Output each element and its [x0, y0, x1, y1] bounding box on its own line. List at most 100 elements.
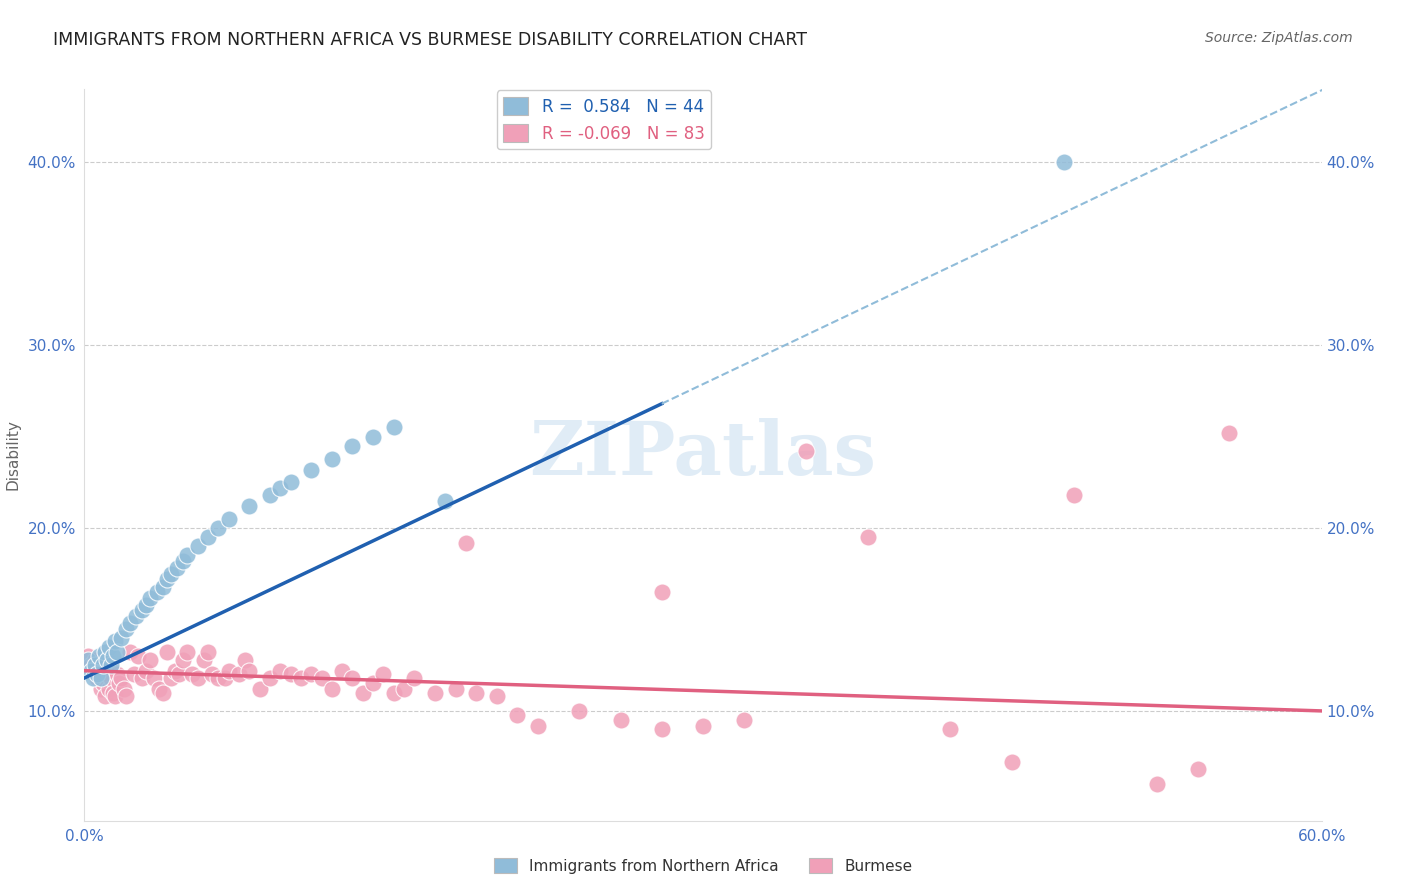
Point: [83, 653, 105, 667]
Point: [104, 690, 127, 704]
Point: [103, 686, 125, 700]
Point: [152, 686, 174, 700]
Point: [131, 671, 153, 685]
Point: [392, 681, 415, 696]
Point: [373, 667, 395, 681]
Point: [156, 645, 179, 659]
Legend: Immigrants from Northern Africa, Burmese: Immigrants from Northern Africa, Burmese: [488, 852, 918, 880]
Point: [94, 645, 117, 659]
Point: [125, 608, 148, 623]
Point: [86, 671, 108, 685]
Point: [238, 499, 260, 513]
Point: [423, 686, 446, 700]
Point: [127, 649, 149, 664]
Point: [361, 676, 384, 690]
Point: [87, 649, 110, 664]
Point: [165, 664, 187, 678]
Point: [1187, 763, 1209, 777]
Point: [218, 664, 240, 678]
Point: [259, 488, 281, 502]
Point: [187, 671, 209, 685]
Point: [112, 681, 135, 696]
Point: [280, 667, 302, 681]
Point: [91, 676, 114, 690]
Point: [180, 667, 202, 681]
Point: [233, 653, 256, 667]
Point: [77, 649, 100, 664]
Point: [100, 671, 122, 685]
Point: [122, 667, 145, 681]
Text: ZIPatlas: ZIPatlas: [530, 418, 876, 491]
Point: [160, 566, 183, 581]
Point: [361, 430, 384, 444]
Point: [87, 667, 110, 681]
Point: [104, 634, 127, 648]
Point: [259, 671, 281, 685]
Point: [176, 549, 198, 563]
Point: [939, 723, 962, 737]
Point: [609, 713, 631, 727]
Point: [1053, 155, 1076, 169]
Point: [321, 681, 343, 696]
Point: [207, 521, 229, 535]
Point: [193, 653, 215, 667]
Point: [382, 686, 405, 700]
Point: [176, 645, 198, 659]
Legend: R =  0.584   N = 44, R = -0.069   N = 83: R = 0.584 N = 44, R = -0.069 N = 83: [496, 90, 711, 149]
Point: [139, 653, 162, 667]
Point: [139, 591, 162, 605]
Point: [79, 658, 101, 673]
Text: IMMIGRANTS FROM NORTHERN AFRICA VS BURMESE DISABILITY CORRELATION CHART: IMMIGRANTS FROM NORTHERN AFRICA VS BURME…: [53, 31, 807, 49]
Point: [382, 420, 405, 434]
Point: [311, 671, 333, 685]
Point: [110, 671, 132, 685]
Point: [82, 671, 104, 685]
Point: [485, 690, 508, 704]
Point: [131, 603, 153, 617]
Point: [103, 649, 125, 664]
Point: [342, 671, 364, 685]
Point: [1218, 425, 1240, 440]
Point: [118, 616, 141, 631]
Point: [82, 664, 104, 678]
Point: [201, 667, 224, 681]
Point: [651, 585, 673, 599]
Point: [238, 664, 260, 678]
Point: [90, 671, 112, 685]
Point: [733, 713, 755, 727]
Point: [94, 658, 117, 673]
Text: Source: ZipAtlas.com: Source: ZipAtlas.com: [1205, 31, 1353, 45]
Point: [444, 681, 467, 696]
Point: [166, 561, 188, 575]
Point: [167, 667, 190, 681]
Point: [135, 664, 157, 678]
Point: [330, 664, 353, 678]
Point: [228, 667, 250, 681]
Point: [100, 658, 122, 673]
Point: [299, 462, 322, 476]
Point: [1001, 755, 1024, 769]
Point: [218, 512, 240, 526]
Y-axis label: Disability: Disability: [6, 419, 21, 491]
Point: [214, 671, 236, 685]
Point: [108, 676, 131, 690]
Point: [1063, 488, 1085, 502]
Point: [197, 530, 219, 544]
Point: [269, 664, 291, 678]
Point: [94, 690, 117, 704]
Point: [160, 671, 183, 685]
Point: [352, 686, 374, 700]
Point: [105, 667, 128, 681]
Point: [404, 671, 426, 685]
Point: [290, 671, 312, 685]
Point: [454, 535, 477, 549]
Point: [269, 481, 291, 495]
Point: [145, 585, 167, 599]
Point: [506, 707, 529, 722]
Point: [794, 444, 817, 458]
Point: [465, 686, 488, 700]
Point: [172, 554, 194, 568]
Point: [342, 439, 364, 453]
Point: [83, 658, 105, 673]
Point: [187, 539, 209, 553]
